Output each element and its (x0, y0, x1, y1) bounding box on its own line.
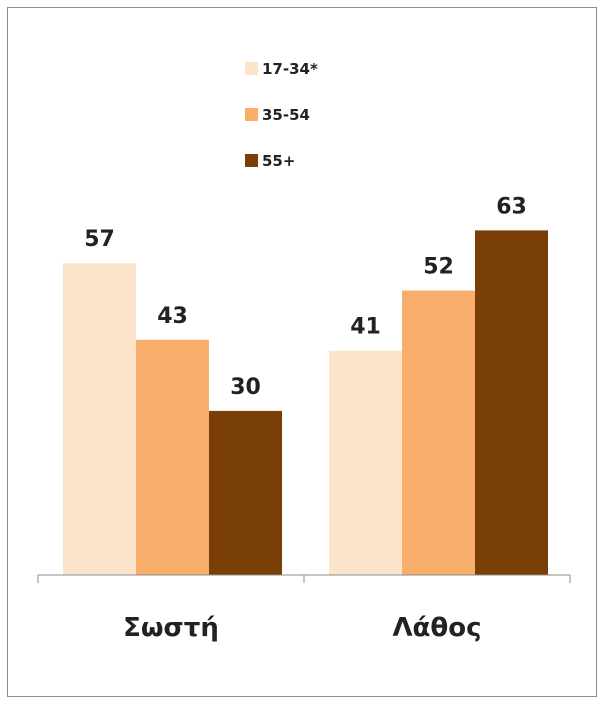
bar-value-label: 30 (230, 375, 261, 400)
category-label: Λάθος (392, 613, 481, 643)
value-labels-layer: 57 43 30 41 52 63 (84, 194, 527, 400)
bar (209, 410, 282, 575)
legend-label: 35-54 (262, 106, 310, 124)
legend-swatch (245, 154, 258, 167)
bar (402, 290, 475, 575)
bar (63, 263, 136, 575)
bar-value-label: 52 (423, 255, 454, 280)
legend-label: 17-34* (262, 60, 318, 78)
legend-swatch (245, 62, 258, 75)
legend-swatch (245, 108, 258, 121)
category-label: Σωστή (123, 613, 219, 643)
x-axis-ticks (37, 575, 571, 583)
bar-value-label: 41 (350, 315, 381, 340)
legend: 17-34* 35-54 55+ (245, 60, 318, 170)
bar-value-label: 43 (157, 304, 188, 329)
legend-label: 55+ (262, 152, 295, 170)
bar (329, 350, 402, 575)
bar-value-label: 63 (496, 194, 527, 219)
bar (136, 339, 209, 575)
bar (475, 230, 548, 575)
bars-layer (63, 230, 548, 575)
category-labels-layer: Σωστή Λάθος (123, 613, 481, 643)
bar-value-label: 57 (84, 227, 115, 252)
